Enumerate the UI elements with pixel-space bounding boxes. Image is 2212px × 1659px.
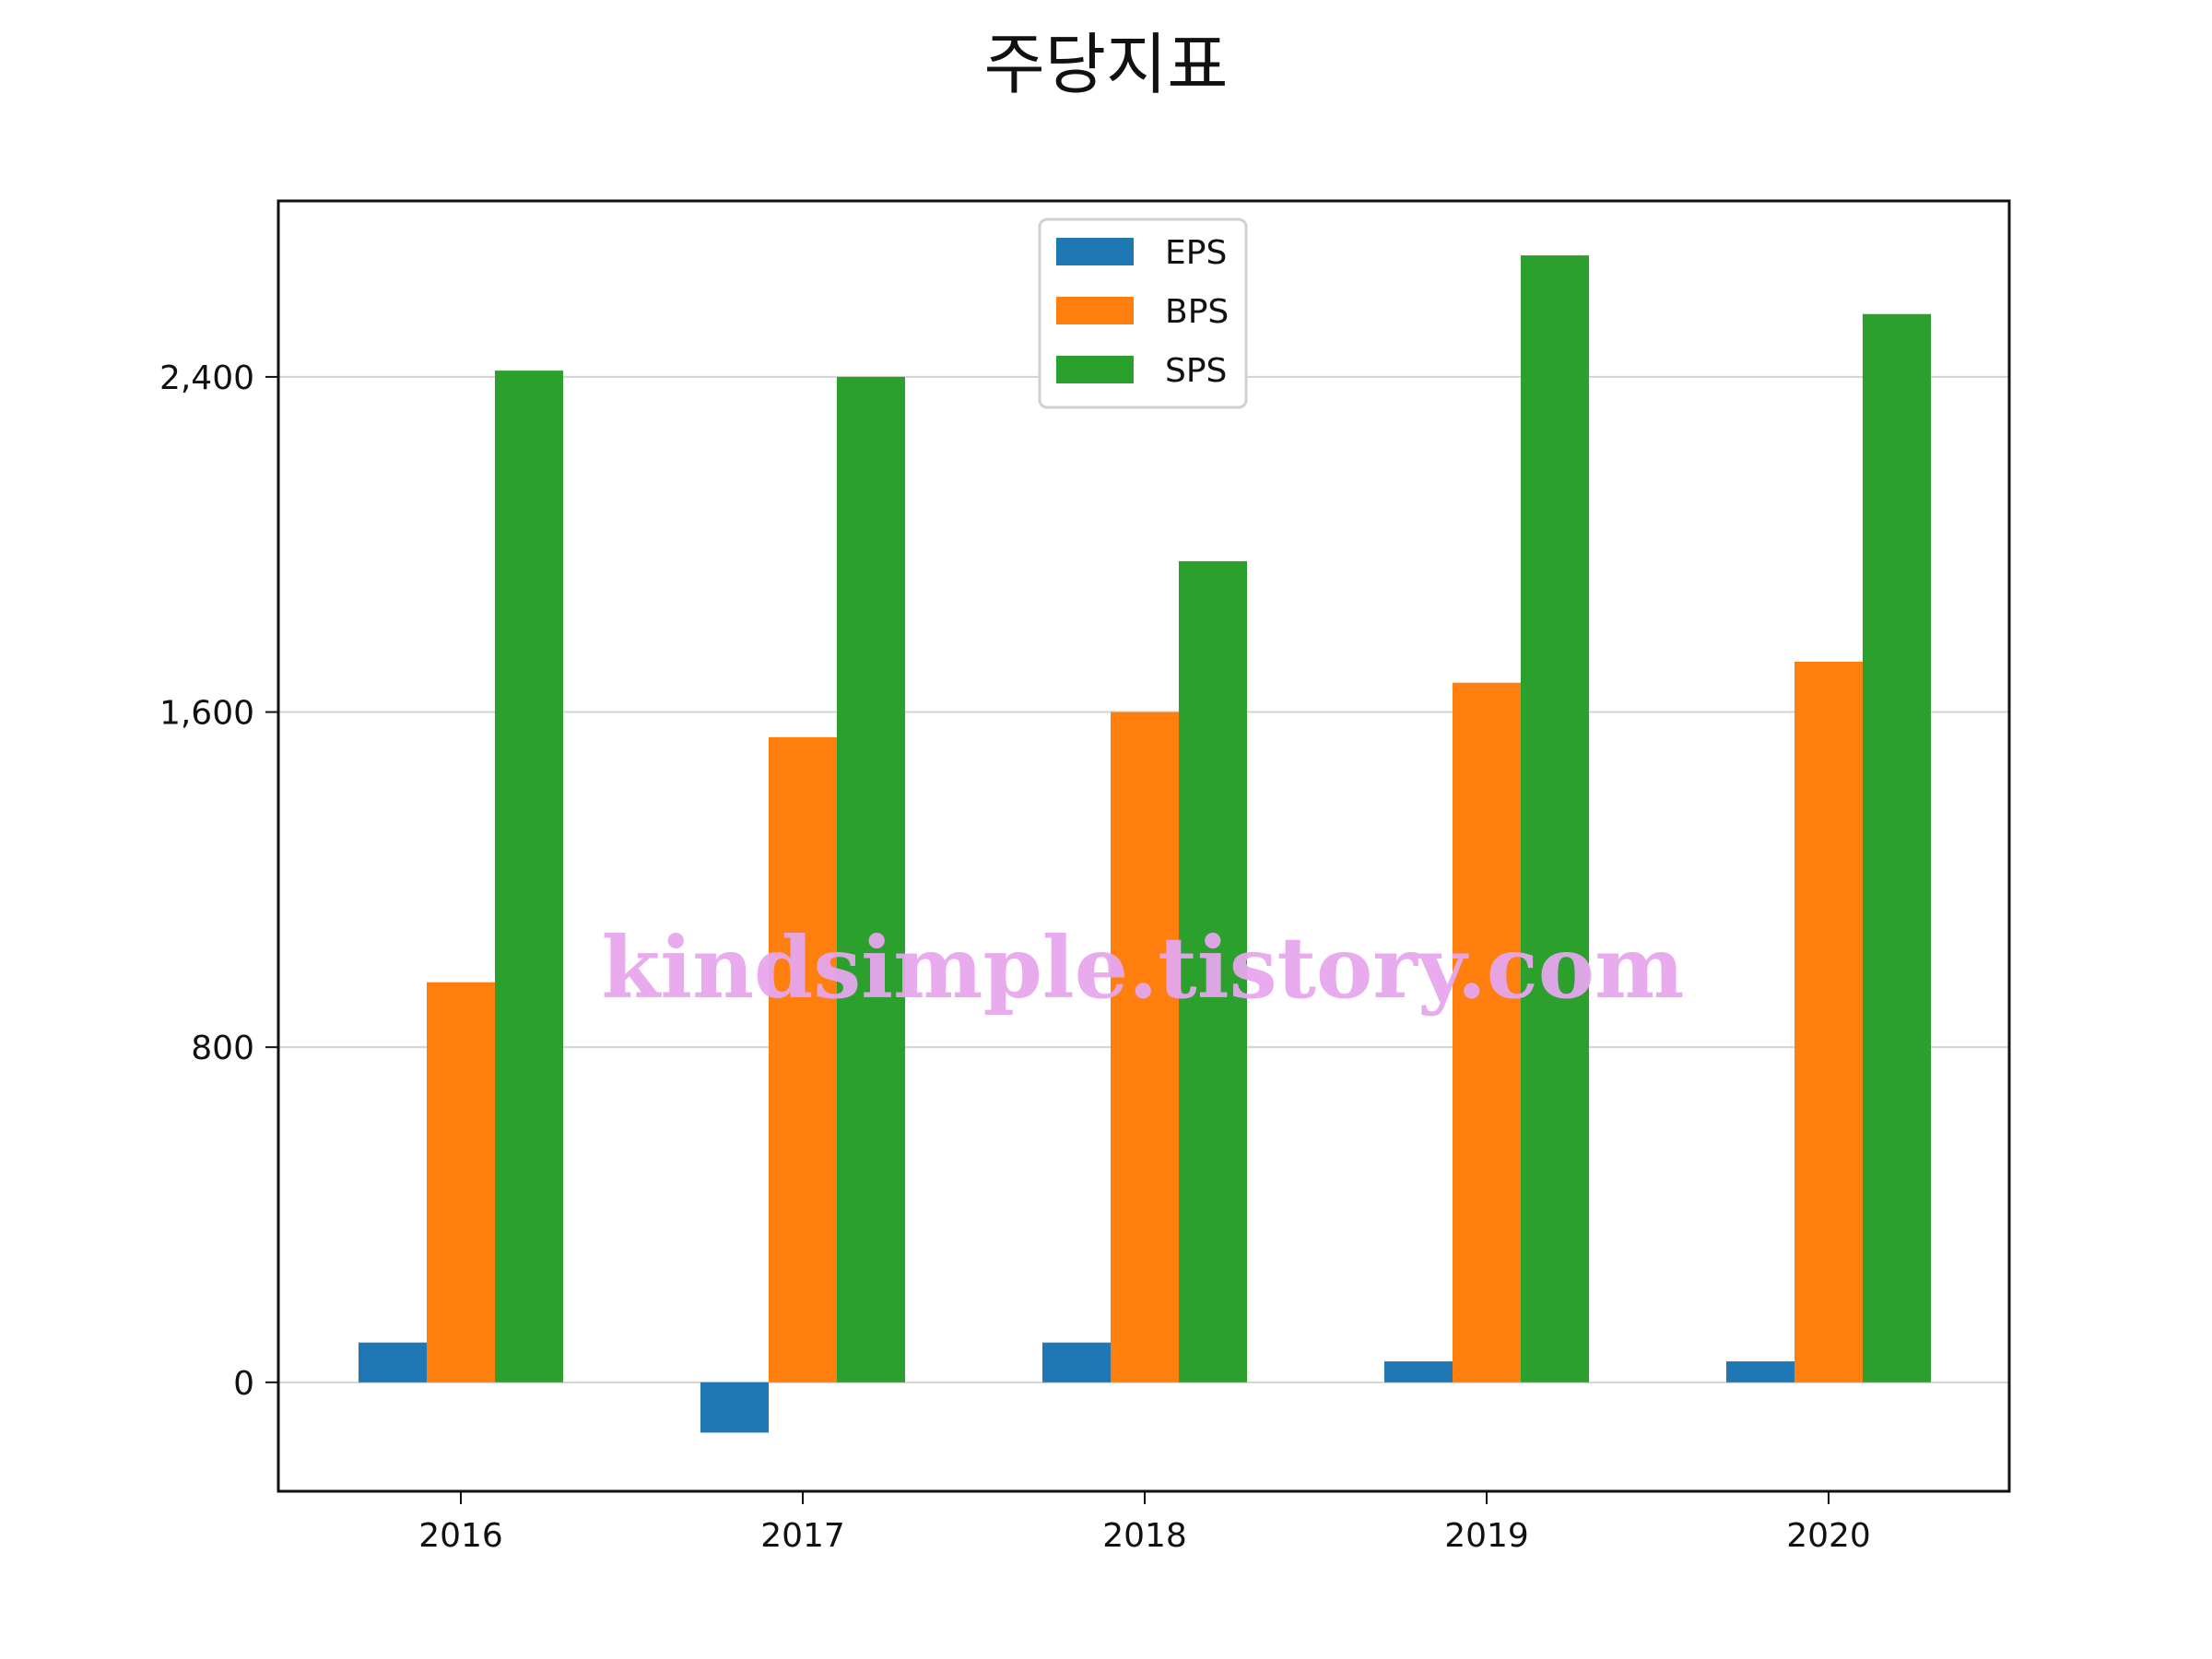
bar-bps-2016 [427,982,495,1382]
chart-title: 주당지표 [984,26,1229,103]
y-tick-label: 800 [191,1030,254,1067]
legend-swatch-bps [1056,297,1134,324]
bar-sps-2018 [1179,560,1247,1382]
bar-eps-2017 [700,1382,769,1433]
bar-bps-2018 [1111,712,1179,1382]
y-tick-label: 1,600 [159,695,254,733]
y-tick-label: 2,400 [159,359,254,397]
bar-eps-2018 [1042,1342,1111,1382]
bar-sps-2017 [837,376,905,1382]
bar-eps-2016 [359,1342,427,1382]
x-tick-label: 2017 [760,1517,845,1555]
bar-bps-2017 [769,736,837,1382]
x-tick-label: 2018 [1102,1517,1187,1555]
bar-eps-2019 [1384,1361,1453,1382]
axis-layer: 0 800 1,600 2,400 2016 2017 2018 2019 2020 [159,199,2011,1555]
bar-sps-2016 [495,371,563,1382]
legend-swatch-sps [1056,356,1134,383]
bar-sps-2019 [1521,255,1589,1382]
bar-bps-2019 [1453,682,1521,1382]
legend-label-eps: EPS [1165,234,1227,272]
x-tick-label: 2020 [1786,1517,1871,1555]
bar-eps-2020 [1726,1361,1794,1382]
legend-label-sps: SPS [1165,352,1227,390]
bar-sps-2020 [1863,313,1931,1382]
bar-bps-2020 [1794,662,1863,1382]
legend: EPS BPS SPS [1038,218,1248,409]
legend-label-bps: BPS [1165,293,1229,331]
legend-swatch-eps [1056,238,1134,265]
watermark-text: kindsimple.tistory.com [601,918,1684,1018]
x-tick-label: 2019 [1444,1517,1529,1555]
x-tick-label: 2016 [418,1517,503,1555]
y-tick-label: 0 [233,1365,254,1403]
bars-layer [359,255,1931,1433]
